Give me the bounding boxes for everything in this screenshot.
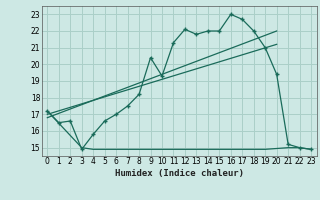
X-axis label: Humidex (Indice chaleur): Humidex (Indice chaleur) [115,169,244,178]
